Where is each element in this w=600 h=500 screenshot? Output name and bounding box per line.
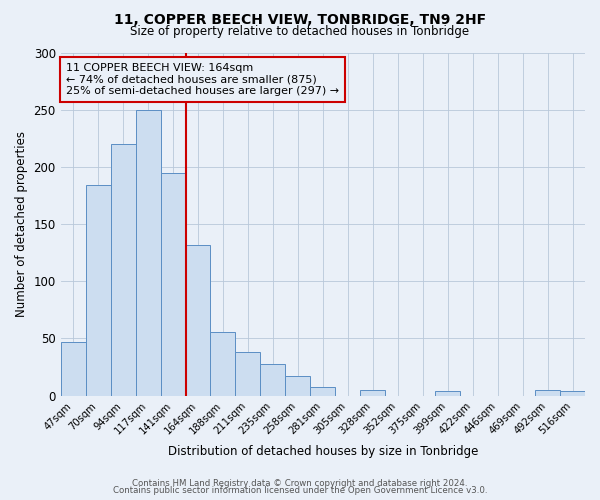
Bar — [185, 244, 211, 396]
Text: 11 COPPER BEECH VIEW: 164sqm
← 74% of detached houses are smaller (875)
25% of s: 11 COPPER BEECH VIEW: 164sqm ← 74% of de… — [66, 63, 339, 96]
Bar — [136, 110, 161, 396]
Bar — [360, 390, 385, 396]
Bar — [560, 391, 585, 396]
Bar — [110, 144, 136, 396]
X-axis label: Distribution of detached houses by size in Tonbridge: Distribution of detached houses by size … — [167, 444, 478, 458]
Y-axis label: Number of detached properties: Number of detached properties — [15, 131, 28, 317]
Bar — [161, 172, 185, 396]
Text: Contains HM Land Registry data © Crown copyright and database right 2024.: Contains HM Land Registry data © Crown c… — [132, 478, 468, 488]
Bar — [260, 364, 286, 396]
Bar — [286, 376, 310, 396]
Bar — [61, 342, 86, 396]
Text: Contains public sector information licensed under the Open Government Licence v3: Contains public sector information licen… — [113, 486, 487, 495]
Bar — [435, 391, 460, 396]
Bar — [211, 332, 235, 396]
Bar — [310, 386, 335, 396]
Bar — [535, 390, 560, 396]
Bar — [235, 352, 260, 396]
Bar — [86, 185, 110, 396]
Text: Size of property relative to detached houses in Tonbridge: Size of property relative to detached ho… — [130, 25, 470, 38]
Text: 11, COPPER BEECH VIEW, TONBRIDGE, TN9 2HF: 11, COPPER BEECH VIEW, TONBRIDGE, TN9 2H… — [114, 12, 486, 26]
